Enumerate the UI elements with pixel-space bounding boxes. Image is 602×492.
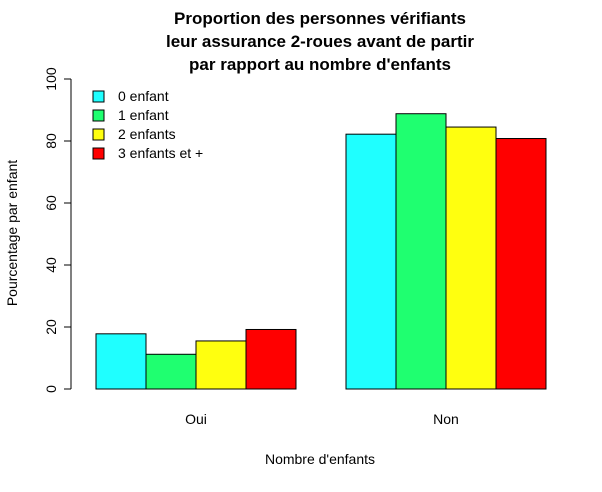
y-tick-label: 100 (43, 67, 59, 91)
legend-swatch (92, 109, 105, 122)
y-tick-label: 20 (43, 319, 59, 335)
bar-oui-2 (195, 340, 247, 390)
bar-oui-3 (245, 328, 297, 390)
title-line-3: par rapport au nombre d'enfants (189, 55, 451, 74)
legend-label: 0 enfant (118, 88, 169, 104)
legend-swatch (92, 128, 105, 141)
bar-non-3 (495, 138, 547, 390)
bar-non-2 (445, 126, 497, 390)
bar-non-0 (345, 133, 397, 390)
title-line-1: Proportion des personnes vérifiants (174, 9, 466, 28)
legend-label: 1 enfant (118, 107, 169, 123)
x-tick-label: Oui (185, 411, 207, 427)
title-line-2: leur assurance 2-roues avant de partir (166, 32, 474, 51)
y-tick-label: 40 (43, 257, 59, 273)
y-axis-label: Pourcentage par enfant (4, 160, 20, 306)
legend-label: 3 enfants et + (118, 145, 203, 161)
chart-title: Proportion des personnes vérifiants leur… (166, 9, 474, 74)
bar-non-1 (395, 113, 447, 390)
x-axis-label: Nombre d'enfants (265, 451, 375, 467)
legend: 0 enfant 1 enfant 2 enfants 3 enfants et + (92, 88, 203, 161)
y-tick-label: 80 (43, 133, 59, 149)
legend-label: 2 enfants (118, 126, 176, 142)
legend-swatch (92, 147, 105, 160)
bar-oui-0 (95, 333, 147, 390)
legend-swatch (92, 90, 105, 103)
x-tick-label: Non (433, 411, 459, 427)
bars (95, 113, 547, 390)
y-tick-label: 0 (43, 385, 59, 393)
y-tick-label: 60 (43, 195, 59, 211)
bar-oui-1 (145, 353, 197, 390)
y-axis: 0 20 40 60 80 100 (43, 67, 72, 393)
x-axis-ticks: Oui Non (185, 411, 459, 427)
